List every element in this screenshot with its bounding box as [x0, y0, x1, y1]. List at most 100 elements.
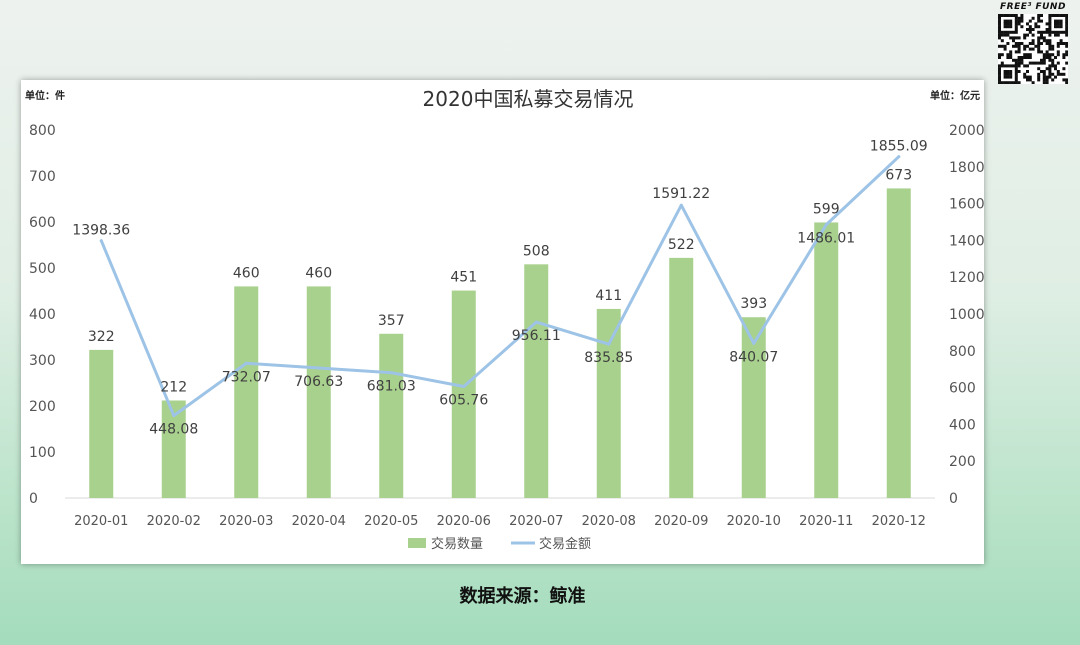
qr-module	[1059, 39, 1063, 43]
bar-2020-04	[306, 286, 331, 498]
qr-module	[1062, 53, 1066, 57]
line-value-label: 732.07	[222, 369, 271, 385]
qr-module	[1028, 53, 1032, 57]
line-value-label: 448.08	[149, 422, 198, 438]
qr-module	[1017, 64, 1021, 68]
qr-module	[1045, 78, 1049, 82]
qr-module	[1012, 30, 1015, 34]
chart: 2020中国私募交易情况 单位：件 单位：亿元 0 100 200 300 400 500 600…	[25, 87, 984, 552]
bar-value-label: 673	[885, 167, 912, 183]
brand-name: FREE³ FUND	[1000, 2, 1066, 12]
qr-module	[1023, 33, 1027, 37]
line-point-2020-07	[534, 320, 538, 324]
qr-module	[1023, 56, 1027, 59]
qr-module	[1014, 16, 1018, 20]
qr-module	[1028, 28, 1032, 31]
qr-module	[1065, 53, 1068, 57]
qr-module	[1020, 61, 1024, 65]
qr-module	[1009, 64, 1013, 68]
qr-module	[1048, 44, 1052, 48]
qr-module	[1065, 25, 1068, 29]
line-value-label: 840.07	[729, 349, 778, 365]
qr-module	[1054, 19, 1057, 23]
qr-module	[1040, 61, 1043, 65]
x-axis-tick-label: 2020-06	[437, 514, 491, 529]
qr-module	[1040, 14, 1043, 17]
qr-module	[1037, 14, 1041, 17]
qr-module	[1045, 28, 1049, 31]
qr-module	[1003, 47, 1007, 51]
qr-module	[1048, 53, 1052, 57]
qr-module	[1034, 44, 1038, 48]
qr-module	[1042, 36, 1046, 40]
right-axis-tick-label: 1200	[949, 270, 984, 286]
qr-module	[1065, 61, 1068, 65]
legend-bar-label: 交易数量	[431, 536, 483, 552]
qr-module	[1051, 53, 1055, 57]
bar-2020-07	[524, 264, 549, 498]
qr-module	[1026, 22, 1029, 26]
qr-module	[1012, 81, 1015, 84]
qr-module	[1028, 42, 1032, 45]
qr-module	[1037, 36, 1041, 40]
x-axis-tick-label: 2020-09	[654, 514, 708, 529]
qr-module	[1009, 81, 1013, 84]
qr-module	[1048, 39, 1052, 43]
qr-module	[1014, 72, 1018, 76]
x-axis-tick-label: 2020-12	[872, 514, 926, 529]
bar-2020-09	[669, 257, 694, 498]
qr-module	[1012, 58, 1015, 62]
left-axis-unit: 单位：件	[25, 89, 65, 102]
right-axis-tick-label: 600	[949, 381, 976, 397]
qr-module	[1003, 19, 1007, 23]
qr-module	[1062, 30, 1066, 34]
qr-module	[1037, 75, 1041, 79]
right-axis-tick-label: 1000	[949, 307, 984, 323]
chart-card: 2020中国私募交易情况 单位：件 单位：亿元 0 100 200 300 400 500 600…	[21, 80, 984, 564]
qr-module	[1000, 39, 1004, 43]
bar-value-label: 411	[595, 288, 622, 304]
qr-module	[1003, 25, 1007, 29]
qr-module	[1017, 56, 1021, 59]
qr-module	[1020, 58, 1024, 62]
qr-module	[1017, 42, 1021, 45]
bar-value-label: 460	[233, 265, 260, 281]
qr-module	[1014, 50, 1018, 54]
qr-module	[1023, 44, 1027, 48]
qr-module	[1051, 47, 1055, 51]
qr-module	[1056, 72, 1060, 76]
line-point-2020-02	[172, 414, 176, 418]
qr-module	[1048, 70, 1052, 73]
qr-module	[1056, 33, 1060, 37]
qr-module	[1006, 70, 1010, 73]
qr-module	[1037, 42, 1041, 45]
qr-module	[1031, 33, 1035, 37]
qr-module	[1006, 19, 1010, 23]
qr-module	[1051, 58, 1055, 62]
qr-module	[998, 75, 1001, 79]
qr-module	[1009, 56, 1013, 59]
qr-module	[1048, 19, 1052, 23]
qr-module	[1048, 64, 1052, 68]
qr-module	[1009, 70, 1013, 73]
line-value-label: 956.11	[512, 328, 561, 344]
qr-module	[1048, 56, 1052, 59]
bar-value-label: 451	[450, 270, 477, 286]
qr-module	[1059, 25, 1063, 29]
qr-module	[1017, 36, 1021, 40]
line-value-label: 1591.22	[652, 186, 710, 202]
qr-module	[1042, 61, 1046, 65]
qr-module	[998, 33, 1001, 37]
right-axis-unit: 单位：亿元	[930, 89, 980, 102]
qr-module	[1037, 67, 1041, 71]
qr-module	[1059, 14, 1063, 17]
left-axis-tick-label: 700	[29, 169, 56, 185]
qr-module	[1042, 81, 1046, 84]
right-axis-tick-label: 0	[949, 491, 958, 507]
qr-module	[1020, 16, 1024, 20]
left-axis-tick-label: 300	[29, 353, 56, 369]
qr-module	[1042, 39, 1046, 43]
right-axis-tick-label: 400	[949, 417, 976, 433]
x-axis-tick-label: 2020-10	[727, 514, 781, 529]
qr-module	[1028, 61, 1032, 65]
